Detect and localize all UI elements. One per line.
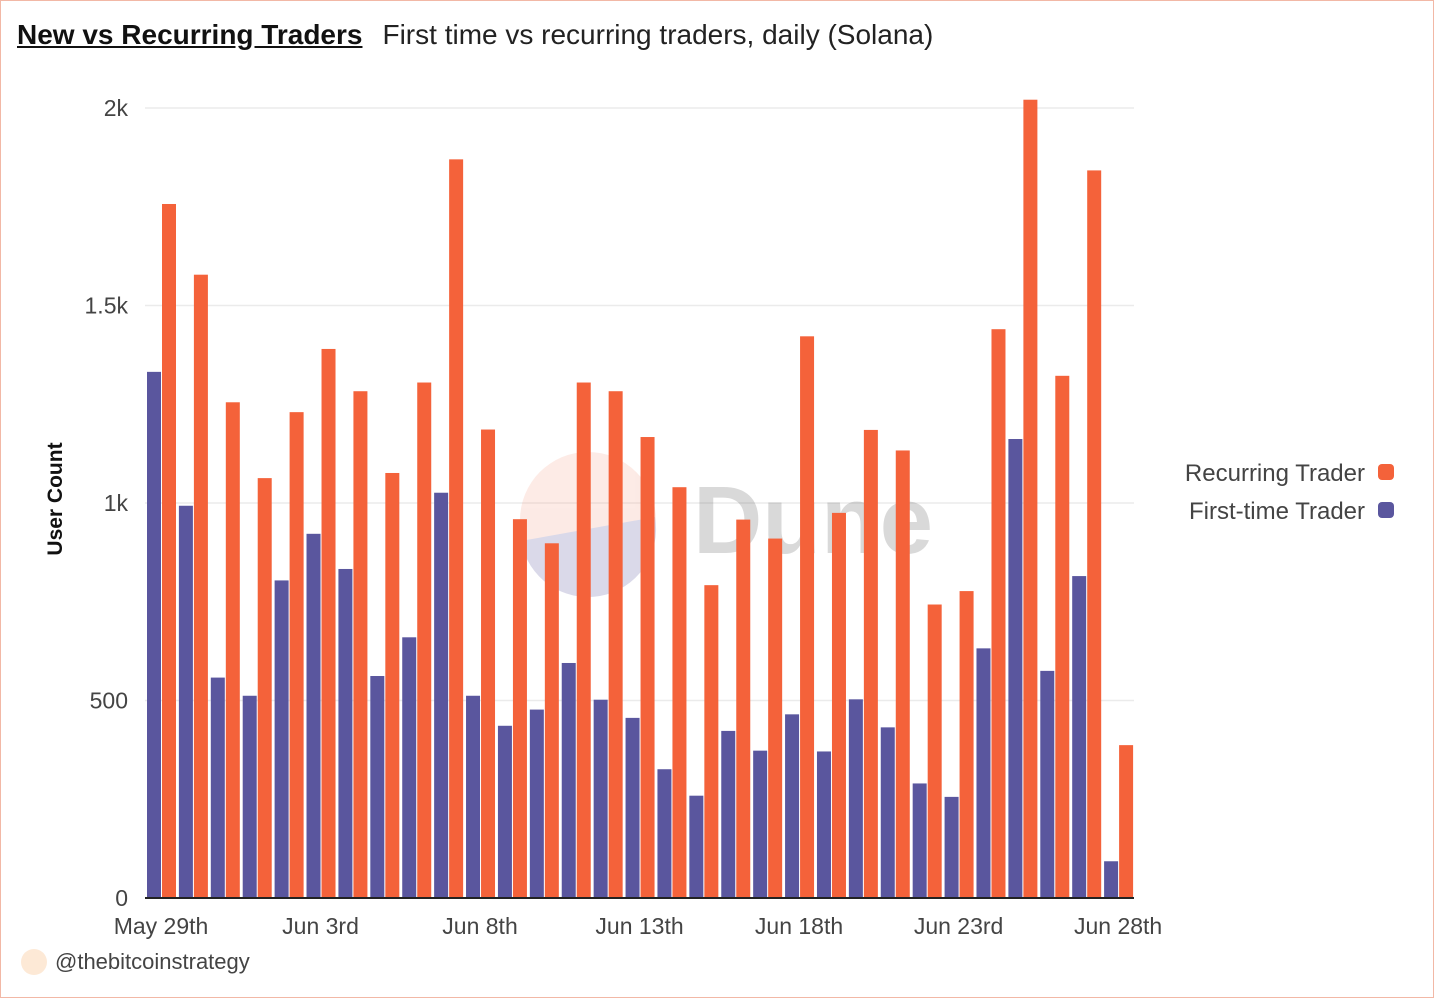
- x-tick-label: Jun 23rd: [914, 913, 1004, 939]
- y-axis-label: User Count: [44, 442, 67, 555]
- bar-recurring[interactable]: [959, 591, 974, 898]
- bar-first-time[interactable]: [1072, 576, 1087, 898]
- bar-first-time[interactable]: [912, 783, 927, 898]
- bar-recurring[interactable]: [576, 382, 591, 898]
- x-tick-label: May 29th: [114, 913, 209, 939]
- bar-first-time[interactable]: [497, 725, 512, 898]
- bar-recurring[interactable]: [704, 585, 719, 898]
- x-tick-label: Jun 28th: [1074, 913, 1162, 939]
- y-tick-label: 0: [115, 885, 128, 911]
- bar-recurring[interactable]: [991, 329, 1006, 898]
- bar-first-time[interactable]: [689, 795, 704, 898]
- bar-first-time[interactable]: [1104, 861, 1119, 898]
- bar-first-time[interactable]: [880, 727, 895, 898]
- bar-recurring[interactable]: [544, 543, 559, 898]
- bar-first-time[interactable]: [721, 730, 736, 898]
- bar-recurring[interactable]: [800, 336, 815, 898]
- bar-recurring[interactable]: [831, 512, 846, 899]
- bar-first-time[interactable]: [848, 699, 863, 898]
- legend-swatch[interactable]: [1378, 502, 1394, 518]
- bar-recurring[interactable]: [736, 519, 751, 898]
- x-tick-label: Jun 18th: [755, 913, 843, 939]
- x-tick-label: Jun 3rd: [282, 913, 359, 939]
- x-tick-label: Jun 13th: [595, 913, 683, 939]
- bar-first-time[interactable]: [1008, 439, 1023, 898]
- bar-first-time[interactable]: [657, 769, 672, 898]
- bar-recurring[interactable]: [193, 274, 208, 898]
- chart-title[interactable]: New vs Recurring Traders: [17, 19, 363, 50]
- bar-recurring[interactable]: [449, 159, 464, 899]
- y-tick-label: 2k: [104, 95, 129, 121]
- bar-recurring[interactable]: [257, 478, 272, 898]
- bar-first-time[interactable]: [529, 709, 544, 898]
- legend-label[interactable]: First-time Trader: [1189, 498, 1365, 525]
- bar-recurring[interactable]: [863, 429, 878, 898]
- bar-first-time[interactable]: [242, 695, 257, 898]
- y-tick-label: 500: [90, 688, 128, 714]
- bar-first-time[interactable]: [338, 568, 353, 898]
- avatar: [21, 949, 47, 975]
- y-tick-label: 1k: [104, 490, 129, 516]
- bar-recurring[interactable]: [672, 487, 687, 898]
- bar-recurring[interactable]: [640, 437, 655, 898]
- bar-first-time[interactable]: [147, 371, 161, 898]
- bar-recurring[interactable]: [895, 450, 910, 898]
- bar-recurring[interactable]: [1087, 170, 1102, 898]
- bar-recurring[interactable]: [385, 472, 400, 898]
- bar-recurring[interactable]: [321, 348, 336, 898]
- bar-first-time[interactable]: [210, 677, 225, 898]
- bar-recurring[interactable]: [927, 604, 942, 898]
- bar-recurring[interactable]: [353, 391, 368, 898]
- bar-recurring[interactable]: [1055, 375, 1070, 898]
- bar-first-time[interactable]: [816, 751, 831, 898]
- bar-recurring[interactable]: [1119, 745, 1134, 898]
- y-tick-label: 1.5k: [85, 293, 129, 319]
- author-handle[interactable]: @thebitcoinstrategy: [55, 949, 250, 974]
- bar-first-time[interactable]: [1040, 670, 1055, 899]
- bar-recurring[interactable]: [417, 382, 432, 898]
- bar-first-time[interactable]: [402, 637, 417, 898]
- bar-first-time[interactable]: [976, 648, 991, 898]
- chart-header: New vs Recurring Traders First time vs r…: [17, 19, 933, 51]
- x-tick-label: Jun 8th: [442, 913, 517, 939]
- bar-first-time[interactable]: [944, 796, 959, 898]
- bar-first-time[interactable]: [178, 505, 193, 898]
- bar-recurring[interactable]: [225, 402, 240, 898]
- bar-first-time[interactable]: [625, 717, 640, 898]
- bar-first-time[interactable]: [306, 533, 321, 898]
- legend-label[interactable]: Recurring Trader: [1185, 460, 1365, 487]
- bar-first-time[interactable]: [466, 695, 481, 898]
- bar-first-time[interactable]: [593, 699, 608, 898]
- bar-recurring[interactable]: [512, 519, 527, 898]
- bar-recurring[interactable]: [768, 538, 783, 898]
- bar-first-time[interactable]: [370, 676, 385, 898]
- chart-subtitle: First time vs recurring traders, daily (…: [382, 19, 934, 50]
- bar-first-time[interactable]: [785, 714, 800, 898]
- legend-swatch[interactable]: [1378, 464, 1394, 480]
- bar-first-time[interactable]: [434, 492, 449, 898]
- bar-first-time[interactable]: [753, 750, 768, 898]
- bar-recurring[interactable]: [1023, 99, 1038, 898]
- bar-recurring[interactable]: [608, 391, 623, 898]
- bar-first-time[interactable]: [274, 580, 289, 898]
- footer: @thebitcoinstrategy: [21, 949, 250, 975]
- bar-recurring[interactable]: [481, 429, 496, 898]
- bar-recurring[interactable]: [162, 203, 176, 899]
- bar-recurring[interactable]: [289, 412, 304, 898]
- bar-first-time[interactable]: [561, 662, 576, 898]
